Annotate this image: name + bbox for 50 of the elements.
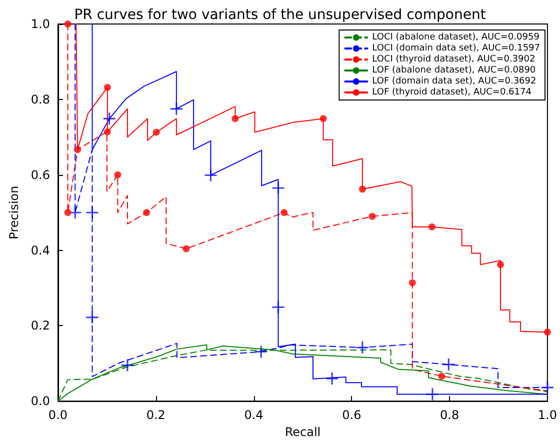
point <box>204 169 217 182</box>
point <box>86 311 98 324</box>
point <box>255 346 268 358</box>
chart-title: PR curves for two variants of the unsupervised component <box>74 7 486 23</box>
point <box>272 301 284 314</box>
point <box>438 372 446 380</box>
y-tick-label: 0.8 <box>30 92 50 106</box>
x-axis-title: Recall <box>284 425 321 439</box>
y-tick-label: 1.0 <box>30 17 50 31</box>
point <box>64 209 72 216</box>
point <box>86 206 98 219</box>
point <box>104 84 111 91</box>
x-tick-label: 1.0 <box>538 408 558 422</box>
point <box>496 261 504 268</box>
point <box>114 171 122 178</box>
point <box>272 182 284 194</box>
point <box>428 223 436 230</box>
point <box>356 342 368 354</box>
point <box>74 146 82 154</box>
point <box>320 115 327 122</box>
point <box>182 245 190 252</box>
y-tick-label: 0.0 <box>30 394 50 408</box>
legend-label: LOCI (domain data set), AUC=0.1597 <box>372 44 540 54</box>
y-tick-label: 0.6 <box>30 168 50 182</box>
point <box>544 328 551 336</box>
point <box>426 388 438 400</box>
point <box>280 209 288 216</box>
y-axis-title: Precision <box>7 186 21 240</box>
point <box>170 102 182 115</box>
point <box>368 212 376 220</box>
point <box>104 128 111 136</box>
y-tick-label: 0.4 <box>30 243 50 258</box>
point <box>358 186 366 193</box>
point <box>232 115 239 122</box>
y-tick-label: 0.2 <box>30 318 50 333</box>
point <box>408 279 416 286</box>
x-tick-label: 0.6 <box>342 408 362 422</box>
legend-label: LOF (domain data set), AUC=0.3692 <box>372 76 536 86</box>
legend-label: LOCI (thyroid dataset), AUC=0.3902 <box>372 54 536 64</box>
point <box>143 209 150 216</box>
point <box>103 112 116 125</box>
point <box>64 20 72 28</box>
legend-label: LOF (thyroid dataset), AUC=0.6174 <box>372 88 532 98</box>
legend-label: LOCI (abalone dataset), AUC=0.0959 <box>372 32 540 42</box>
x-tick-label: 0.0 <box>48 408 68 422</box>
x-tick-label: 0.2 <box>146 408 166 422</box>
legend-label: LOF (abalone dataset), AUC=0.0890 <box>372 66 536 76</box>
x-tick-label: 0.8 <box>440 408 460 422</box>
point <box>152 128 160 136</box>
x-tick-label: 0.4 <box>244 408 264 422</box>
